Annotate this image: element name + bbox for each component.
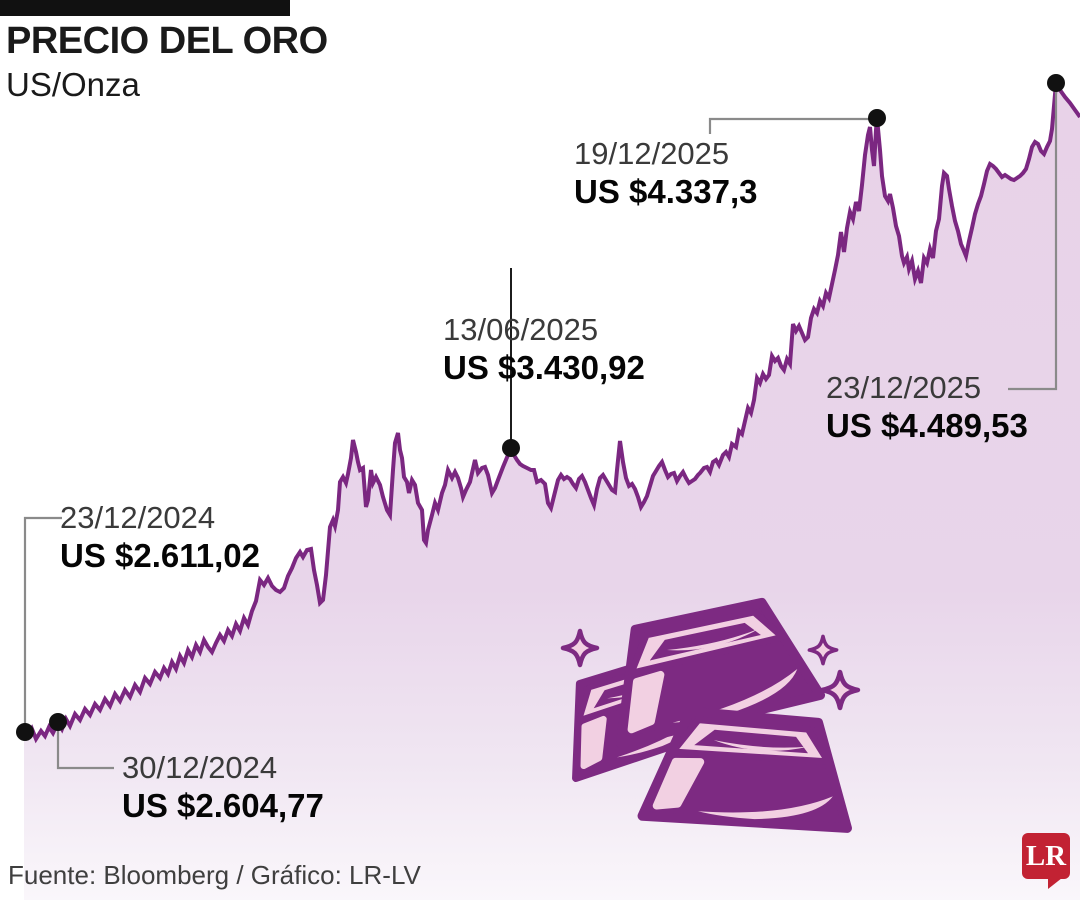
annotation-value: US $2.611,02 — [60, 537, 260, 574]
data-point-marker — [16, 723, 34, 741]
data-point-marker — [49, 713, 67, 731]
data-point-marker — [868, 109, 886, 127]
page-title: PRECIO DEL ORO — [6, 20, 328, 62]
title-accent-bar — [0, 0, 290, 16]
annotation-value: US $4.489,53 — [826, 407, 1028, 444]
annotation-value: US $2.604,77 — [122, 787, 324, 824]
annotation-date: 23/12/2025 — [826, 370, 982, 405]
leader-line — [23, 516, 62, 730]
gold-bars-illustration — [560, 597, 861, 833]
annotation-date: 13/06/2025 — [443, 312, 599, 347]
lr-logo: LR — [1022, 833, 1070, 889]
leader-line — [708, 117, 874, 134]
sparkle-icon — [807, 634, 839, 666]
annotation-date: 23/12/2024 — [60, 500, 216, 535]
lr-logo-text: LR — [1025, 839, 1067, 872]
leader-line — [1008, 86, 1058, 391]
annotation-value: US $4.337,3 — [574, 173, 758, 210]
data-point-markers — [16, 74, 1065, 741]
annotation-leader-lines — [23, 86, 1058, 770]
units-label: US/Onza — [6, 66, 140, 103]
annotation-23-12-2024: 23/12/2024 US $2.611,02 — [60, 500, 260, 576]
data-point-marker — [1047, 74, 1065, 92]
annotation-date: 30/12/2024 — [122, 750, 278, 785]
annotation-23-12-2025: 23/12/2025 US $4.489,53 — [826, 370, 1028, 446]
gold-ingot-front-right — [637, 706, 852, 833]
gold-ingot-top — [616, 597, 826, 749]
lr-logo-tail — [1048, 878, 1062, 889]
annotation-19-12-2025: 19/12/2025 US $4.337,3 — [574, 136, 757, 212]
sparkle-icon — [819, 669, 861, 711]
price-line — [22, 76, 1080, 744]
annotation-13-06-2025: 13/06/2025 US $3.430,92 — [443, 312, 645, 388]
annotation-30-12-2024: 30/12/2024 US $2.604,77 — [122, 750, 324, 826]
sparkle-icon — [560, 628, 600, 668]
leader-line — [56, 724, 114, 770]
annotation-date: 19/12/2025 — [574, 136, 730, 171]
data-point-marker — [502, 439, 520, 457]
source-credit: Fuente: Bloomberg / Gráfico: LR-LV — [8, 860, 421, 890]
annotation-value: US $3.430,92 — [443, 349, 645, 386]
